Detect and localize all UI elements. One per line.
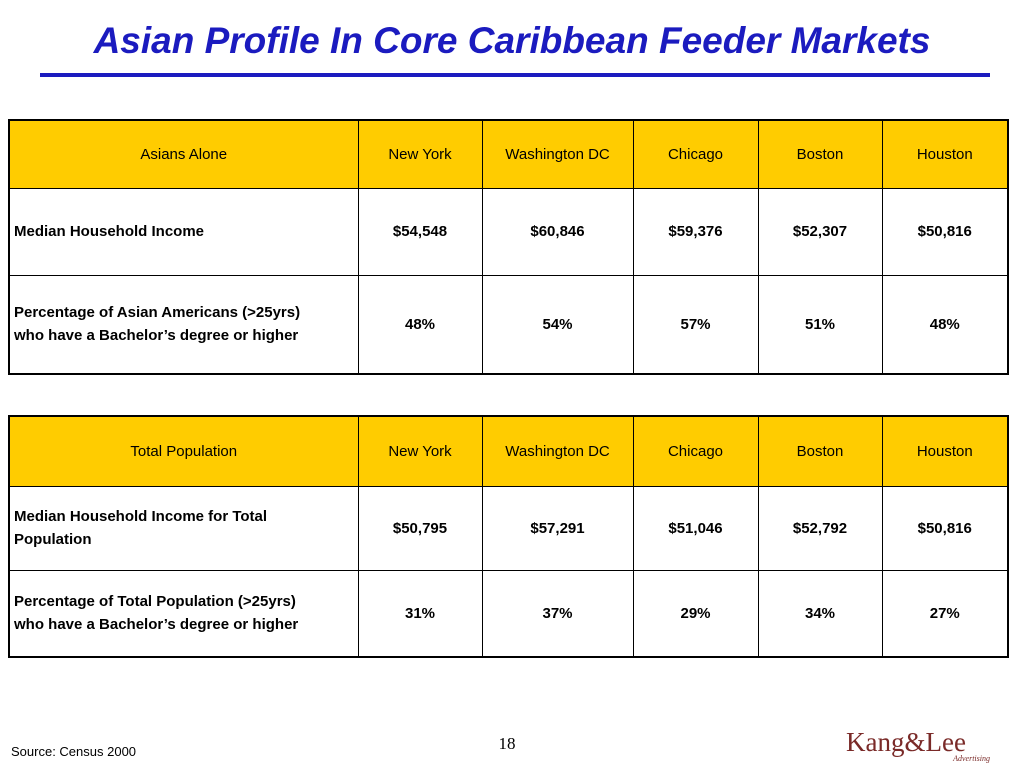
row-label-median-income-total: Median Household Income for Total Popula… xyxy=(8,485,359,571)
value-cell: 48% xyxy=(357,274,483,375)
value-cell: $60,846 xyxy=(481,187,634,276)
value-cell: $51,046 xyxy=(632,485,759,571)
header-cell-houston: Houston xyxy=(881,119,1009,189)
table-row: Percentage of Total Population (>25yrs) … xyxy=(8,569,1009,658)
value-cell: $50,816 xyxy=(881,187,1009,276)
table-header-row: Asians Alone New York Washington DC Chic… xyxy=(8,119,1009,189)
table-row: Median Household Income for Total Popula… xyxy=(8,485,1009,571)
row-label-line: Median Household Income for Total xyxy=(14,508,268,525)
value-cell: $59,376 xyxy=(632,187,759,276)
logo-wordmark: Kang&Lee xyxy=(846,727,966,757)
row-label-line: Population xyxy=(14,531,92,548)
value-cell: 34% xyxy=(757,569,883,658)
header-cell-boston: Boston xyxy=(757,415,883,487)
row-label-line: Percentage of Total Population (>25yrs) xyxy=(14,593,296,611)
total-population-table: Total Population New York Washington DC … xyxy=(8,415,1009,658)
value-cell: $52,792 xyxy=(757,485,883,571)
row-label-median-income: Median Household Income xyxy=(8,187,359,276)
value-cell: 29% xyxy=(632,569,759,658)
header-cell-washington-dc: Washington DC xyxy=(481,119,634,189)
value-cell: $54,548 xyxy=(357,187,483,276)
table-row: Percentage of Asian Americans (>25yrs) w… xyxy=(8,274,1009,375)
company-logo: Kang&Lee Advertising xyxy=(846,728,996,764)
row-label-bachelor-degree: Percentage of Asian Americans (>25yrs) w… xyxy=(8,274,359,375)
value-cell: 31% xyxy=(357,569,483,658)
value-cell: 54% xyxy=(481,274,634,375)
slide-title: Asian Profile In Core Caribbean Feeder M… xyxy=(93,20,931,61)
asians-alone-table: Asians Alone New York Washington DC Chic… xyxy=(8,119,1009,375)
value-cell: $50,795 xyxy=(357,485,483,571)
value-cell: 51% xyxy=(757,274,883,375)
value-cell: $57,291 xyxy=(481,485,634,571)
header-cell-group: Total Population xyxy=(8,415,359,487)
source-note: Source: Census 2000 xyxy=(11,744,137,759)
row-label-line: who have a Bachelor’s degree or higher xyxy=(14,327,299,345)
value-cell: 27% xyxy=(881,569,1009,658)
header-cell-washington-dc: Washington DC xyxy=(481,415,634,487)
value-cell: 57% xyxy=(632,274,759,375)
value-cell: $50,816 xyxy=(881,485,1009,571)
header-cell-houston: Houston xyxy=(881,415,1009,487)
title-underline xyxy=(40,73,990,77)
header-cell-group: Asians Alone xyxy=(8,119,359,189)
row-label-bachelor-degree-total: Percentage of Total Population (>25yrs) … xyxy=(8,569,359,658)
table-header-row: Total Population New York Washington DC … xyxy=(8,415,1009,487)
table-row: Median Household Income $54,548 $60,846 … xyxy=(8,187,1009,276)
header-cell-chicago: Chicago xyxy=(632,119,759,189)
value-cell: $52,307 xyxy=(757,187,883,276)
row-label-line: who have a Bachelor’s degree or higher xyxy=(14,616,299,634)
page-number: 18 xyxy=(498,734,516,753)
header-cell-new-york: New York xyxy=(357,119,483,189)
header-cell-boston: Boston xyxy=(757,119,883,189)
header-cell-chicago: Chicago xyxy=(632,415,759,487)
value-cell: 48% xyxy=(881,274,1009,375)
header-cell-new-york: New York xyxy=(357,415,483,487)
logo-subtext: Advertising xyxy=(953,754,990,763)
row-label-line: Percentage of Asian Americans (>25yrs) xyxy=(14,304,301,322)
value-cell: 37% xyxy=(481,569,634,658)
